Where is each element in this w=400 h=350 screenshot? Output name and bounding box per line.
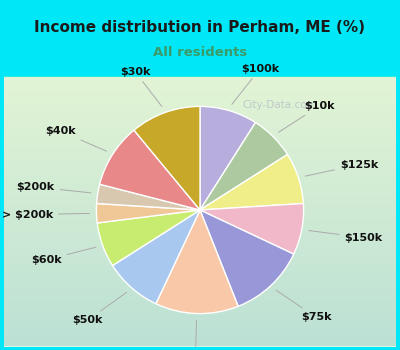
Wedge shape — [134, 106, 200, 210]
Text: $50k: $50k — [72, 293, 126, 326]
Text: $150k: $150k — [308, 231, 383, 243]
Wedge shape — [100, 130, 200, 210]
Text: $40k: $40k — [45, 126, 106, 151]
Text: $100k: $100k — [232, 64, 279, 104]
Text: Income distribution in Perham, ME (%): Income distribution in Perham, ME (%) — [34, 21, 366, 35]
Wedge shape — [200, 203, 304, 254]
Wedge shape — [96, 203, 200, 223]
FancyBboxPatch shape — [4, 77, 396, 346]
Text: All residents: All residents — [153, 46, 247, 59]
Wedge shape — [200, 122, 288, 210]
Wedge shape — [97, 184, 200, 210]
Text: City-Data.com: City-Data.com — [243, 100, 317, 110]
Text: $10k: $10k — [278, 101, 334, 132]
Wedge shape — [97, 210, 200, 266]
Text: > $200k: > $200k — [2, 210, 90, 219]
Wedge shape — [200, 106, 256, 210]
Text: $75k: $75k — [276, 290, 331, 322]
Text: $20k: $20k — [180, 321, 211, 350]
Text: $60k: $60k — [31, 247, 96, 265]
Text: $200k: $200k — [16, 182, 91, 193]
Text: $30k: $30k — [120, 66, 162, 106]
Wedge shape — [112, 210, 200, 304]
Wedge shape — [200, 154, 303, 210]
Wedge shape — [156, 210, 238, 314]
Text: $125k: $125k — [305, 160, 378, 176]
Wedge shape — [200, 210, 294, 306]
